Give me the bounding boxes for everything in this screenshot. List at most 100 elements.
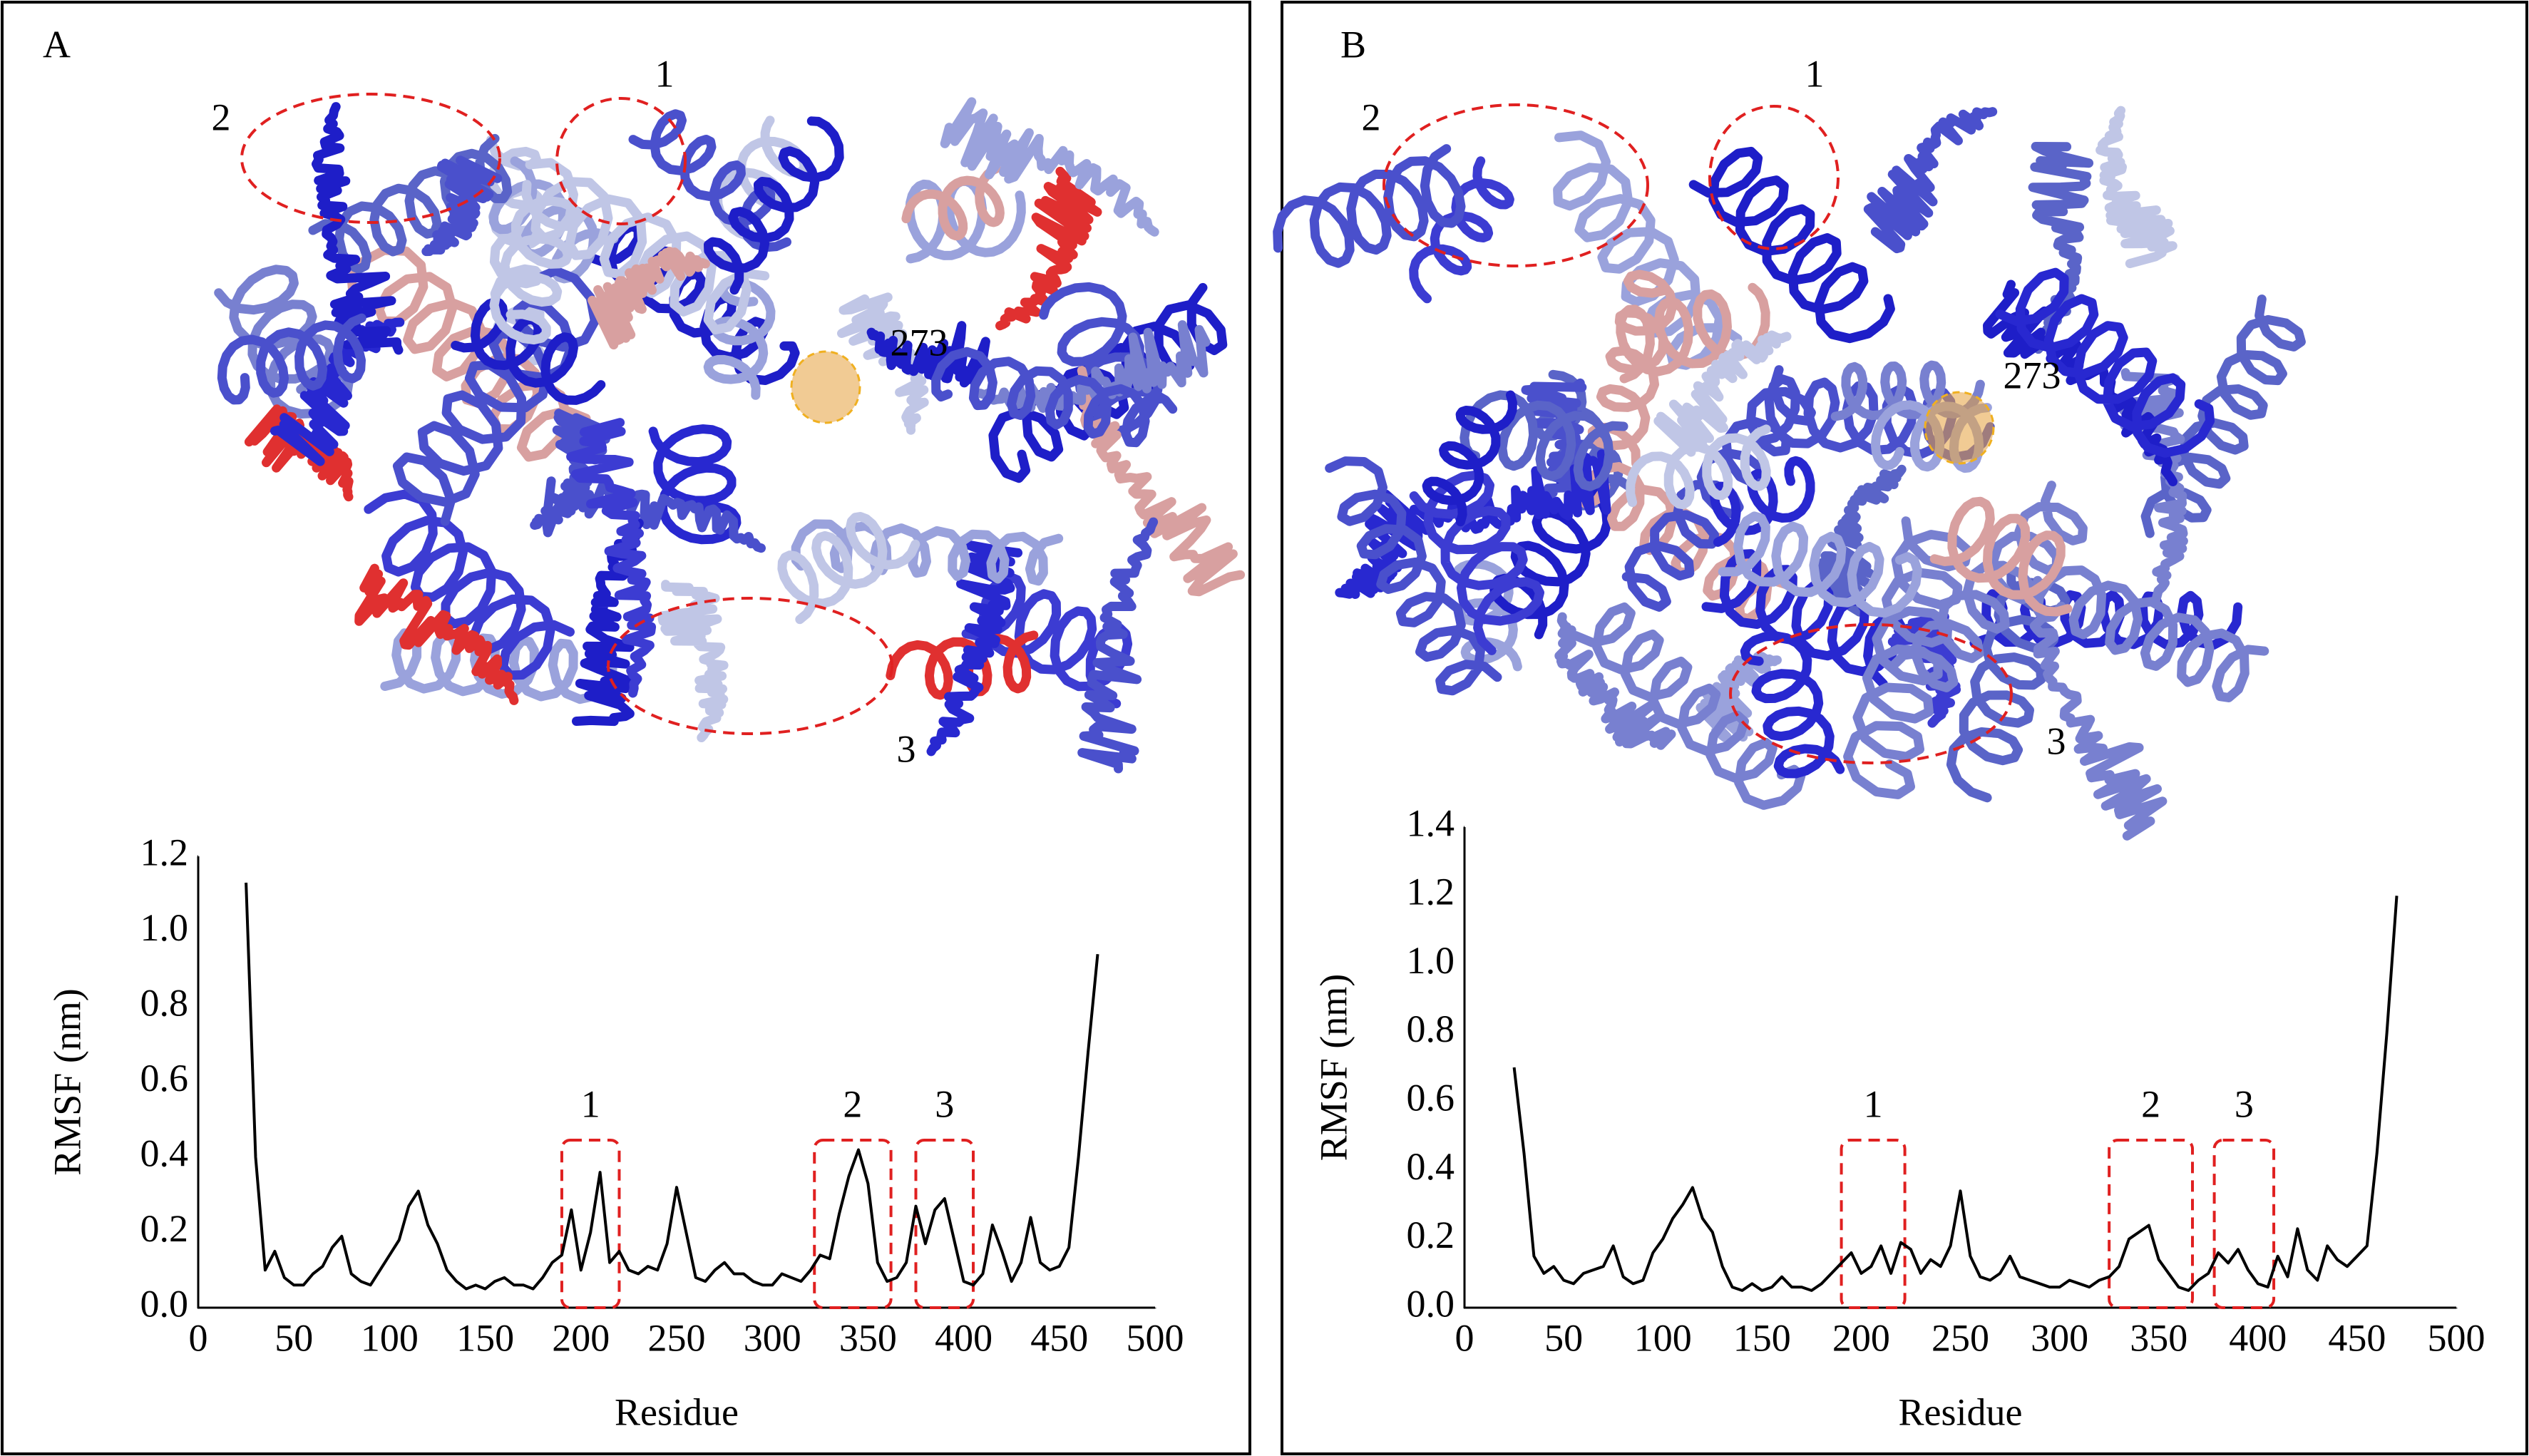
ribbon (1626, 424, 1771, 510)
highlight-region (2108, 1139, 2194, 1309)
ribbon (1830, 360, 1985, 421)
protein-structure (214, 97, 1246, 774)
ribbon (541, 475, 766, 553)
x-axis-label: Residue (615, 1390, 739, 1433)
x-tick-label: 350 (2130, 1316, 2187, 1359)
y-tick-label: 0.2 (1407, 1214, 1455, 1256)
ribbon (1946, 561, 2071, 803)
ribbon (657, 580, 729, 742)
region-outline (1708, 105, 1840, 250)
y-tick-label: 1.2 (140, 831, 189, 873)
region-outline (555, 97, 687, 225)
ribbon (2029, 575, 2168, 841)
ribbon (217, 313, 366, 405)
x-tick-label: 300 (744, 1316, 801, 1359)
highlight-region (560, 1139, 621, 1309)
highlight-region (1840, 1139, 1907, 1309)
ribbon (1995, 267, 2215, 458)
structure-label: 1 (1805, 52, 1825, 95)
panel-frame (1, 1, 1251, 1455)
ribbon (886, 630, 1039, 700)
x-tick-label: 300 (2031, 1316, 2088, 1359)
highlight-region (813, 1139, 893, 1309)
y-tick-label: 0.4 (140, 1132, 189, 1174)
structure-label: 1 (655, 52, 674, 95)
x-tick-label: 400 (2229, 1316, 2287, 1359)
ribbon (1422, 390, 1517, 527)
ribbon (1409, 156, 1514, 304)
ribbon (1554, 612, 1676, 750)
region-label: 1 (581, 1082, 600, 1125)
highlight-region (914, 1139, 975, 1309)
y-axis-label: RMSF (nm) (46, 988, 88, 1176)
ribbon (364, 489, 575, 680)
ribbon (1077, 517, 1159, 774)
ribbon (2095, 106, 2177, 269)
ribbon (1740, 631, 1845, 779)
region-label: 1 (1864, 1082, 1883, 1125)
y-tick-label: 1.4 (1407, 801, 1455, 844)
ribbon (1616, 282, 1770, 384)
y-tick-label: 0.8 (140, 981, 189, 1024)
y-tick-label: 0.6 (1407, 1077, 1455, 1119)
ribbon (704, 116, 844, 295)
x-tick-label: 150 (1733, 1316, 1791, 1359)
ribbon (1870, 400, 1992, 473)
ribbon (566, 418, 657, 698)
x-tick-label: 450 (1030, 1316, 1088, 1359)
region-label: 3 (2235, 1082, 2254, 1125)
structure-label: 273 (891, 321, 948, 364)
protein-structure (1273, 106, 2306, 841)
region-outline (607, 597, 893, 735)
ribbon (2033, 565, 2269, 702)
ribbon (1863, 107, 1998, 254)
rmsf-line (245, 882, 1099, 1291)
ribbon (312, 102, 404, 355)
ribbon (354, 563, 519, 705)
x-tick-label: 450 (2328, 1316, 2386, 1359)
highlight-region (2212, 1139, 2276, 1309)
active-site (790, 350, 861, 424)
panel-frame (1281, 1, 2528, 1455)
ribbon (380, 628, 617, 704)
ribbon (1929, 496, 2073, 617)
ribbon (1325, 456, 1502, 696)
y-tick-label: 1.0 (1407, 939, 1455, 982)
x-tick-label: 200 (552, 1316, 610, 1359)
ribbon (588, 247, 710, 350)
x-tick-label: 0 (189, 1316, 208, 1359)
x-tick-label: 150 (456, 1316, 514, 1359)
x-tick-label: 250 (648, 1316, 706, 1359)
ribbon (525, 158, 770, 334)
x-tick-label: 100 (1634, 1316, 1692, 1359)
y-tick-label: 0.4 (1407, 1145, 1455, 1188)
region-label: 2 (843, 1082, 862, 1125)
y-tick-label: 1.0 (140, 906, 189, 949)
ribbon (1409, 470, 1544, 655)
y-tick-label: 0.0 (140, 1282, 189, 1325)
y-tick-label: 0.8 (1407, 1008, 1455, 1050)
panel-label: A (43, 23, 71, 66)
structure-label: 3 (897, 727, 916, 770)
region-outline (1729, 623, 2013, 764)
x-tick-label: 400 (935, 1316, 992, 1359)
ribbon (866, 321, 990, 388)
ribbon (901, 163, 1005, 241)
ribbon (1553, 130, 1743, 370)
ribbon (931, 347, 1167, 448)
region-outline (240, 93, 501, 224)
region-label: 2 (2141, 1082, 2160, 1125)
y-axis-label: RMSF (nm) (1312, 974, 1355, 1162)
x-tick-label: 0 (1455, 1316, 1474, 1359)
ribbon (648, 424, 742, 545)
x-tick-label: 350 (839, 1316, 897, 1359)
region-label: 3 (935, 1082, 954, 1125)
structure-label: 2 (1362, 96, 1381, 138)
ribbon (777, 512, 920, 625)
x-tick-label: 500 (1127, 1316, 1184, 1359)
ribbon (1718, 511, 1922, 618)
rmsf-line (1512, 896, 2399, 1292)
structure-label: 3 (2047, 719, 2066, 762)
ribbon (628, 109, 791, 252)
